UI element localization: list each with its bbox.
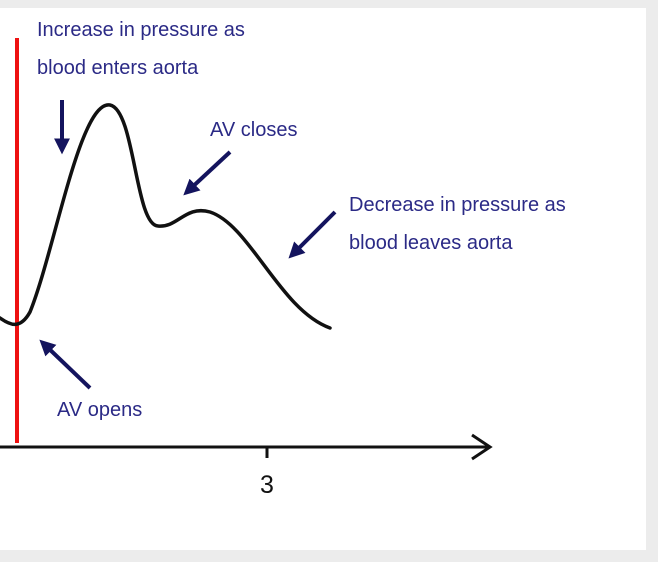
panel: [0, 8, 646, 550]
arrow: [183, 150, 232, 196]
arrow: [288, 210, 337, 259]
annotation: AV opens: [57, 399, 142, 421]
annotation: Decrease in pressure as: [349, 194, 566, 216]
x-tick-label: 3: [260, 471, 274, 499]
annotation: blood enters aorta: [37, 57, 199, 79]
annotation: Increase in pressure as: [37, 19, 245, 41]
x-axis-arrow: [471, 433, 493, 461]
arrow: [39, 339, 92, 390]
pressure-curve: [0, 103, 332, 330]
annotation: AV closes: [210, 119, 297, 141]
annotation: blood leaves aorta: [349, 232, 513, 254]
